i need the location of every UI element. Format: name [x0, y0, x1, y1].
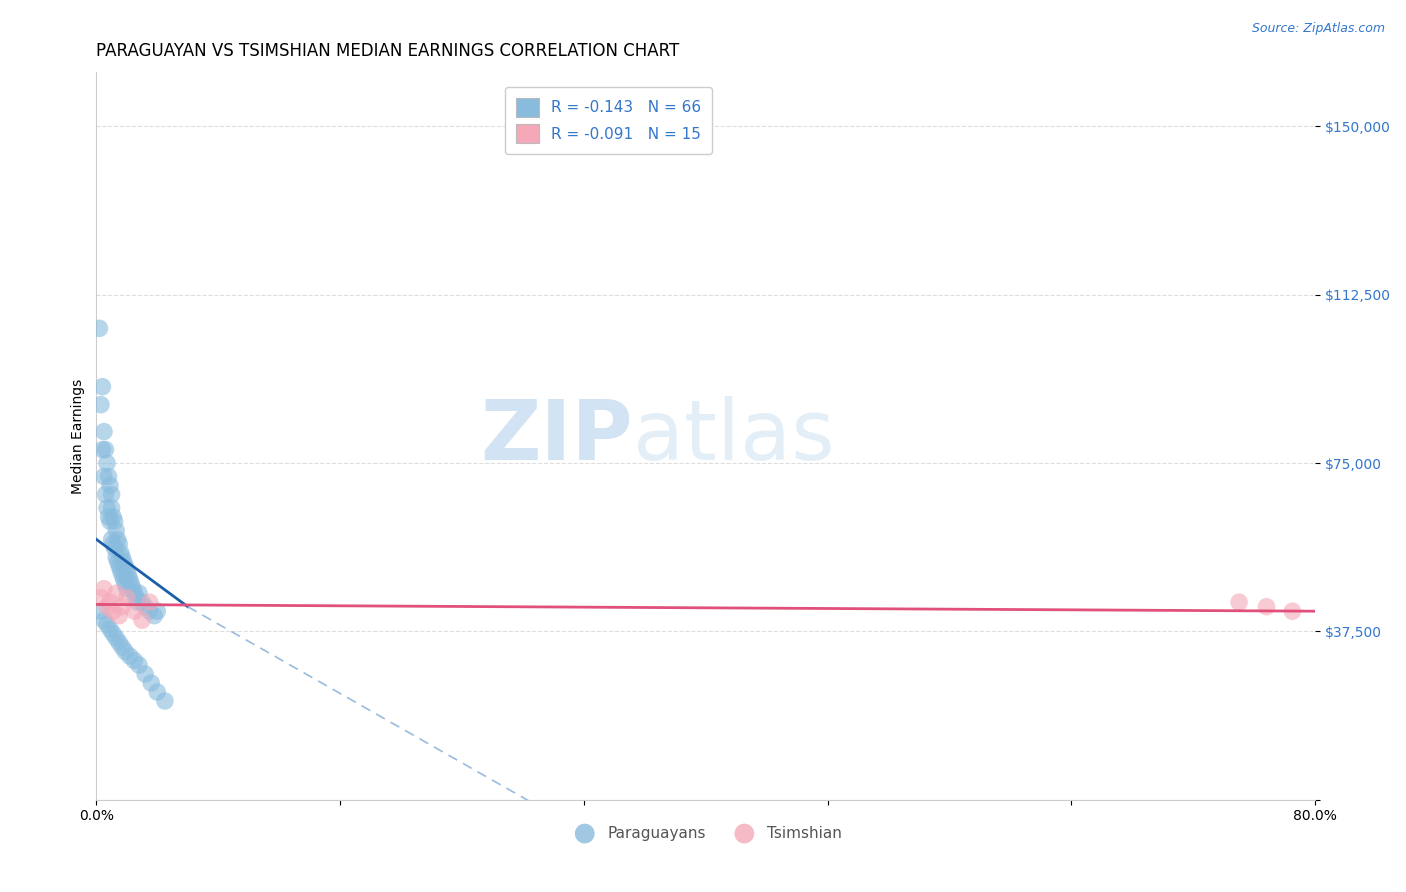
Point: [105, 524, 128, 538]
Point: [138, 595, 160, 609]
Text: Source: ZipAtlas.com: Source: ZipAtlas.com: [1251, 22, 1385, 36]
Point: [122, 582, 145, 596]
Point: [104, 541, 127, 556]
Point: [91, 380, 114, 394]
Text: ZIP: ZIP: [481, 395, 633, 476]
Point: [105, 631, 128, 645]
Point: [134, 599, 156, 614]
Point: [97, 469, 120, 483]
Point: [98, 622, 121, 636]
Point: [115, 591, 138, 605]
Point: [105, 586, 128, 600]
Point: [108, 635, 131, 649]
Point: [146, 604, 169, 618]
Point: [114, 559, 136, 574]
Point: [128, 586, 150, 600]
Point: [118, 573, 141, 587]
Point: [90, 398, 112, 412]
Point: [111, 550, 134, 565]
Point: [115, 582, 138, 596]
Legend: R = -0.143   N = 66, R = -0.091   N = 15: R = -0.143 N = 66, R = -0.091 N = 15: [505, 87, 711, 153]
Point: [117, 568, 139, 582]
Point: [120, 577, 142, 591]
Point: [124, 654, 146, 668]
Point: [111, 568, 134, 582]
Point: [141, 676, 163, 690]
Point: [146, 685, 169, 699]
Point: [94, 487, 117, 501]
Point: [96, 599, 118, 614]
Point: [125, 591, 148, 605]
Point: [153, 694, 176, 708]
Point: [124, 604, 146, 618]
Point: [105, 550, 128, 565]
Point: [108, 537, 131, 551]
Point: [110, 546, 132, 560]
Point: [101, 509, 124, 524]
Point: [118, 649, 141, 664]
Point: [96, 456, 118, 470]
Point: [101, 626, 124, 640]
Point: [101, 537, 124, 551]
Point: [93, 582, 115, 596]
Point: [101, 604, 124, 618]
Point: [100, 500, 122, 515]
Point: [131, 613, 153, 627]
Point: [96, 500, 118, 515]
Point: [143, 608, 166, 623]
Point: [94, 442, 117, 457]
Text: atlas: atlas: [633, 395, 834, 476]
Point: [1281, 604, 1303, 618]
Point: [100, 533, 122, 547]
Point: [90, 604, 112, 618]
Point: [93, 613, 115, 627]
Text: PARAGUAYAN VS TSIMSHIAN MEDIAN EARNINGS CORRELATION CHART: PARAGUAYAN VS TSIMSHIAN MEDIAN EARNINGS …: [97, 42, 679, 60]
Point: [1256, 599, 1278, 614]
Point: [108, 559, 131, 574]
Point: [108, 608, 131, 623]
Point: [97, 509, 120, 524]
Point: [90, 591, 112, 605]
Point: [110, 564, 132, 578]
Point: [98, 595, 121, 609]
Point: [114, 644, 136, 658]
Point: [128, 658, 150, 673]
Point: [127, 595, 149, 609]
Point: [98, 478, 121, 492]
Point: [107, 555, 129, 569]
Y-axis label: Median Earnings: Median Earnings: [72, 378, 86, 493]
Point: [1227, 595, 1250, 609]
Point: [91, 442, 114, 457]
Point: [100, 487, 122, 501]
Point: [111, 599, 134, 614]
Point: [96, 617, 118, 632]
Point: [131, 595, 153, 609]
Point: [114, 577, 136, 591]
Point: [115, 564, 138, 578]
Point: [93, 425, 115, 439]
Point: [124, 586, 146, 600]
Point: [111, 640, 134, 654]
Point: [93, 469, 115, 483]
Point: [98, 515, 121, 529]
Point: [112, 555, 135, 569]
Point: [107, 533, 129, 547]
Point: [89, 321, 111, 335]
Point: [138, 604, 160, 618]
Point: [104, 515, 127, 529]
Point: [134, 667, 156, 681]
Point: [112, 573, 135, 587]
